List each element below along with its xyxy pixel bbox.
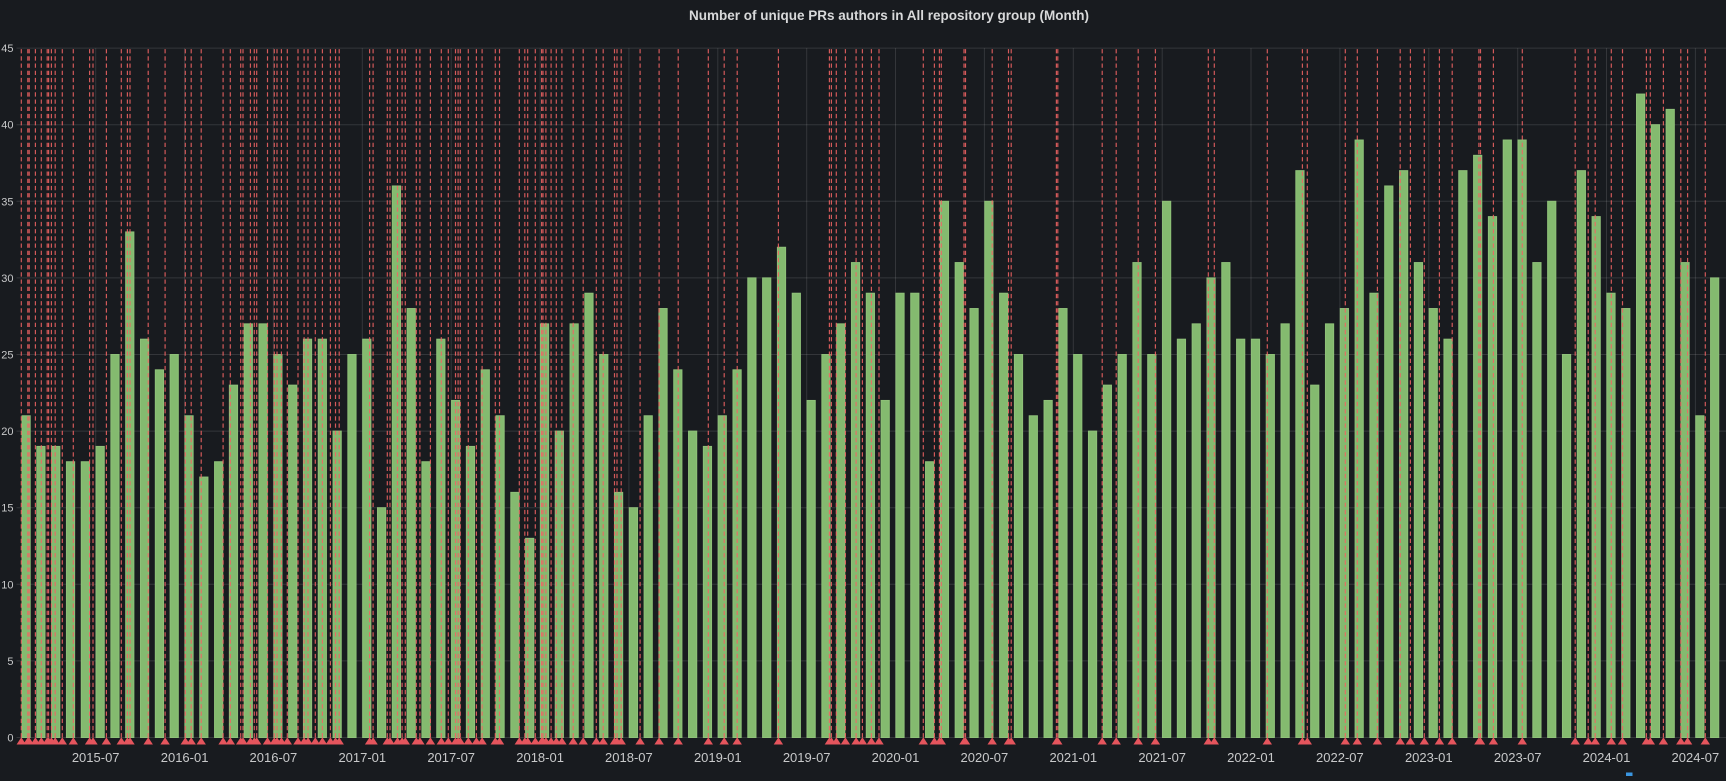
svg-text:2016-01: 2016-01	[161, 750, 209, 765]
svg-text:2021-07: 2021-07	[1138, 750, 1186, 765]
svg-text:2024-01: 2024-01	[1583, 750, 1631, 765]
svg-text:35: 35	[1, 196, 13, 208]
svg-text:2024-07: 2024-07	[1672, 750, 1720, 765]
svg-text:2020-01: 2020-01	[872, 750, 920, 765]
svg-text:20: 20	[1, 426, 13, 438]
svg-text:2022-01: 2022-01	[1227, 750, 1275, 765]
svg-text:2017-01: 2017-01	[338, 750, 386, 765]
svg-text:40: 40	[1, 120, 13, 132]
svg-text:2021-01: 2021-01	[1049, 750, 1097, 765]
svg-text:2023-01: 2023-01	[1405, 750, 1453, 765]
svg-text:2015-07: 2015-07	[72, 750, 120, 765]
svg-text:2018-07: 2018-07	[605, 750, 653, 765]
svg-text:2022-07: 2022-07	[1316, 750, 1364, 765]
svg-text:2019-01: 2019-01	[694, 750, 742, 765]
svg-text:30: 30	[1, 273, 13, 285]
svg-text:45: 45	[1, 43, 13, 55]
svg-text:2020-07: 2020-07	[961, 750, 1009, 765]
svg-text:2018-01: 2018-01	[516, 750, 564, 765]
svg-text:25: 25	[1, 350, 13, 362]
svg-text:15: 15	[1, 503, 13, 515]
svg-text:0: 0	[7, 733, 13, 745]
svg-text:5: 5	[7, 656, 13, 668]
svg-text:2023-07: 2023-07	[1494, 750, 1542, 765]
svg-text:2017-07: 2017-07	[427, 750, 475, 765]
svg-text:10: 10	[1, 579, 13, 591]
svg-text:2016-07: 2016-07	[250, 750, 298, 765]
svg-text:2019-07: 2019-07	[783, 750, 831, 765]
svg-text:Number of unique PRs authors i: Number of unique PRs authors in All repo…	[689, 8, 1089, 23]
